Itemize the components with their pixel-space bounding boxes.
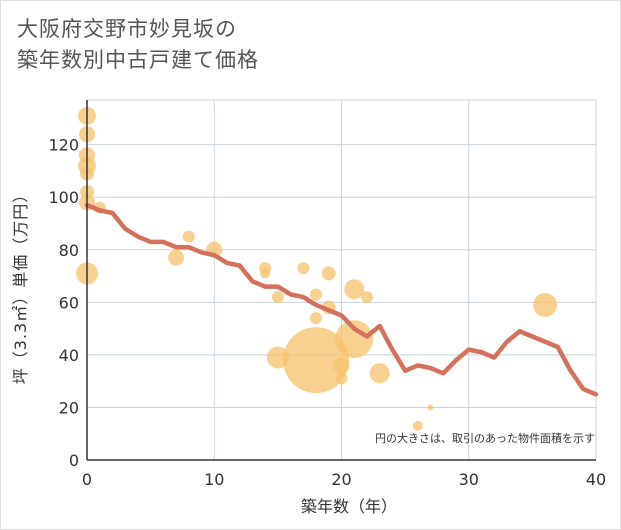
x-tick-label-20: 20 xyxy=(331,470,351,489)
y-axis-label: 坪（3.3㎡）単価（万円） xyxy=(11,186,30,384)
x-tick-label-40: 40 xyxy=(586,470,606,489)
y-tick-label-0: 0 xyxy=(69,451,79,470)
bubble-point-18 xyxy=(310,312,323,325)
y-tick-label-40: 40 xyxy=(59,346,79,365)
bubble-series xyxy=(76,106,558,431)
bubble-point-26 xyxy=(360,291,373,304)
bubble-point-10 xyxy=(182,230,195,243)
x-axis-label: 築年数（年） xyxy=(301,497,397,516)
bubble-point-16 xyxy=(297,262,310,275)
axes xyxy=(86,100,596,461)
y-tick-label-100: 100 xyxy=(48,188,79,207)
bubble-point-13 xyxy=(260,268,271,279)
chart-title-line1: 大阪府交野市妙見坂の xyxy=(17,17,237,41)
y-tick-label-80: 80 xyxy=(59,241,79,260)
bubble-point-23 xyxy=(335,372,348,385)
bubble-point-30 xyxy=(533,292,558,317)
bubble-point-29 xyxy=(427,404,434,411)
x-tick-label-30: 30 xyxy=(459,470,479,489)
bubble-point-17 xyxy=(310,288,323,301)
bubble-point-19 xyxy=(283,327,350,394)
average-line-series xyxy=(84,202,599,397)
bubble-point-9 xyxy=(168,249,185,266)
chart-title: 大阪府交野市妙見坂の 築年数別中古戸建て価格 xyxy=(17,14,259,76)
bubble-point-22 xyxy=(333,357,350,374)
bubble-point-24 xyxy=(344,279,365,300)
x-tick-label-10: 10 xyxy=(204,470,224,489)
x-tick-label-0: 0 xyxy=(82,470,92,489)
bubble-point-27 xyxy=(369,363,390,384)
bubble-point-20 xyxy=(321,266,336,281)
chart-title-line2: 築年数別中古戸建て価格 xyxy=(17,48,259,72)
bubble-point-14 xyxy=(271,291,284,304)
bubble-point-28 xyxy=(412,420,423,431)
tick-labels: 0 10 20 30 40 0 20 40 60 80 100 120 xyxy=(48,136,606,489)
bubble-point-25 xyxy=(335,320,374,359)
average-price-line xyxy=(84,202,599,397)
y-tick-label-120: 120 xyxy=(48,136,79,155)
grid-lines xyxy=(87,99,597,460)
y-tick-label-20: 20 xyxy=(59,398,79,417)
y-tick-label-60: 60 xyxy=(59,293,79,312)
size-annotation: 円の大きさは、取引のあった物件面積を示す xyxy=(375,431,595,445)
